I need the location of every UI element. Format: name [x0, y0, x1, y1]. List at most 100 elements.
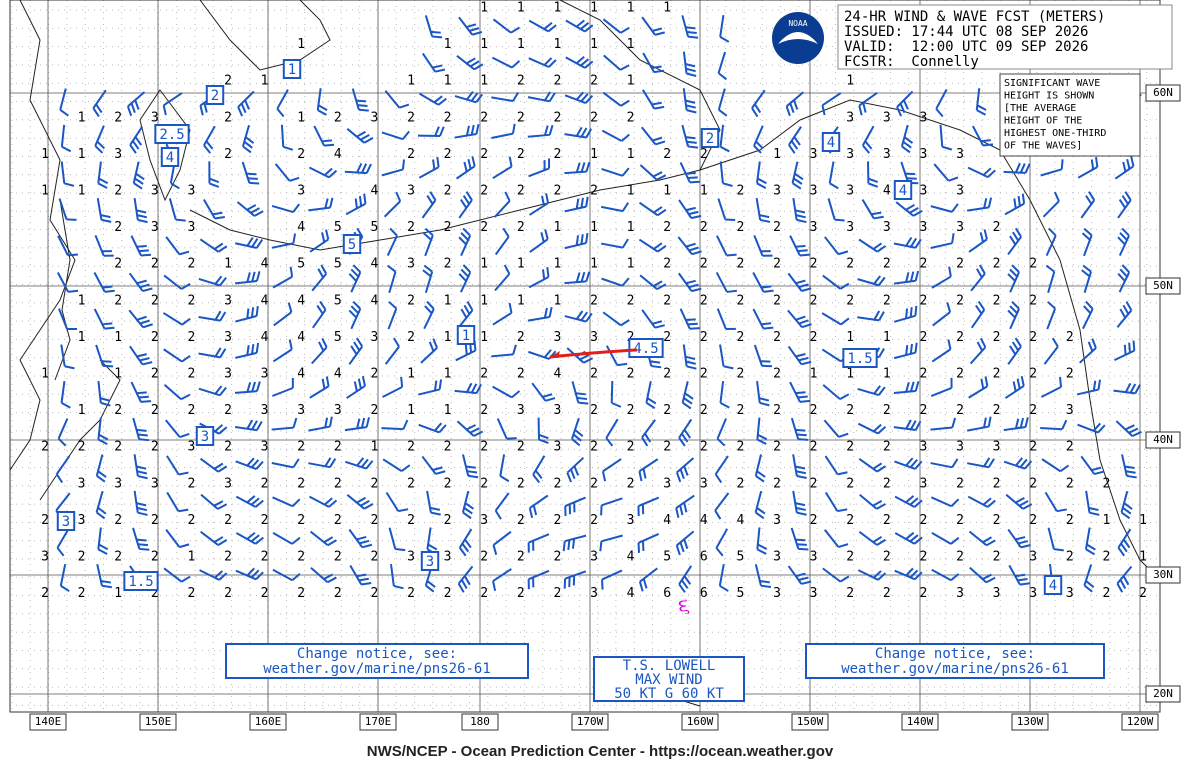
barb-feather — [276, 108, 285, 118]
lat-label-box — [1145, 277, 1181, 295]
barb-feather — [982, 536, 992, 544]
barb-feather — [317, 268, 324, 278]
barb-shaft — [421, 455, 437, 475]
barb-feather — [1020, 375, 1025, 387]
barb-feather — [534, 469, 543, 480]
barb-shaft — [95, 454, 104, 477]
wave-height: 1 — [700, 184, 708, 199]
wave-height: 2 — [993, 257, 1001, 272]
barb-feather — [789, 102, 795, 113]
wave-height: 2 — [1029, 513, 1037, 528]
wave-height: 1 — [114, 367, 122, 382]
barb-shaft — [756, 417, 761, 440]
barb-feather — [935, 108, 944, 118]
barb-feather — [909, 307, 913, 318]
wave-height: 2 — [151, 367, 159, 382]
wave-height: 1 — [41, 367, 49, 382]
barb-feather — [319, 300, 327, 311]
barb-shaft — [272, 348, 293, 363]
barb-shaft — [163, 92, 183, 107]
barb-shaft — [716, 418, 727, 440]
note-line: HEIGHT IS SHOWN — [1004, 91, 1094, 102]
wave-height: 1 — [663, 184, 671, 199]
barb-feather — [1017, 578, 1028, 582]
barb-shaft — [96, 564, 103, 586]
wave-height: 2 — [663, 220, 671, 235]
barb-feather — [685, 104, 696, 109]
barb-feather — [255, 271, 261, 282]
wave-height: 3 — [41, 550, 49, 565]
barb-feather — [686, 365, 697, 370]
barb-feather — [761, 322, 772, 326]
barb-shaft — [893, 426, 916, 432]
barb-shaft — [900, 161, 910, 184]
barb-feather — [502, 227, 510, 238]
wave-height: 2 — [334, 550, 342, 565]
height-box — [893, 180, 913, 200]
barb-feather — [545, 397, 556, 402]
barb-feather — [470, 124, 475, 136]
barb-feather — [792, 182, 802, 190]
barb-shaft — [349, 564, 363, 586]
barb-feather — [946, 302, 952, 313]
barb-shaft — [602, 91, 622, 107]
barb-feather — [1091, 338, 1097, 349]
barb-shaft — [94, 125, 105, 147]
barb-feather — [862, 144, 870, 154]
boxed-height: 5 — [348, 237, 356, 253]
barb-shaft — [528, 57, 550, 68]
barb-shaft — [234, 390, 258, 394]
lon-label: 130W — [1017, 715, 1044, 728]
barb-feather — [868, 182, 879, 188]
barb-feather — [1015, 536, 1026, 541]
barb-feather — [913, 536, 923, 545]
lat-label-box — [1145, 84, 1181, 102]
barb-shaft — [1082, 308, 1094, 330]
wave-height: 3 — [553, 330, 561, 345]
wave-height: 4 — [627, 550, 635, 565]
barb-feather — [620, 26, 630, 34]
wave-height: 2 — [553, 110, 561, 125]
barb-shaft — [1080, 199, 1096, 219]
barb-shaft — [969, 566, 987, 584]
barb-shaft — [751, 89, 766, 109]
wave-height: 2 — [956, 257, 964, 272]
barb-shaft — [163, 567, 183, 583]
barb-feather — [1086, 543, 1096, 551]
barb-feather — [1124, 382, 1132, 393]
wave-height: 2 — [1102, 586, 1110, 601]
barb-shaft — [527, 96, 550, 103]
barb-shaft — [564, 205, 587, 213]
barb-feather — [467, 158, 472, 170]
barb-feather — [682, 401, 692, 410]
barb-feather — [621, 202, 629, 212]
barb-feather — [179, 543, 190, 549]
wave-height: 2 — [480, 476, 488, 491]
wave-height: 3 — [956, 147, 964, 162]
barb-feather — [1009, 235, 1017, 246]
barb-feather — [395, 191, 402, 202]
barb-feather — [757, 543, 768, 550]
barb-feather — [795, 315, 806, 321]
barb-shaft — [785, 91, 805, 108]
barb-shaft — [346, 128, 365, 144]
barb-feather — [763, 289, 774, 293]
barb-shaft — [564, 170, 587, 175]
barb-feather — [250, 534, 260, 543]
barb-feather — [723, 365, 734, 370]
barb-feather — [1088, 506, 1099, 512]
wave-height: 1 — [407, 74, 415, 89]
barb-shaft — [677, 236, 693, 255]
barb-feather — [98, 543, 109, 551]
barb-feather — [794, 172, 804, 181]
barb-shaft — [641, 16, 656, 36]
wave-height: 3 — [956, 220, 964, 235]
barb-feather — [1085, 580, 1095, 588]
lon-label-box — [901, 713, 939, 731]
barb-feather — [426, 300, 435, 310]
wave-height: 2 — [151, 330, 159, 345]
wave-height: 2 — [224, 403, 232, 418]
barb-shaft — [1004, 385, 1025, 399]
wave-height: 3 — [297, 403, 305, 418]
barb-shaft — [528, 202, 549, 216]
